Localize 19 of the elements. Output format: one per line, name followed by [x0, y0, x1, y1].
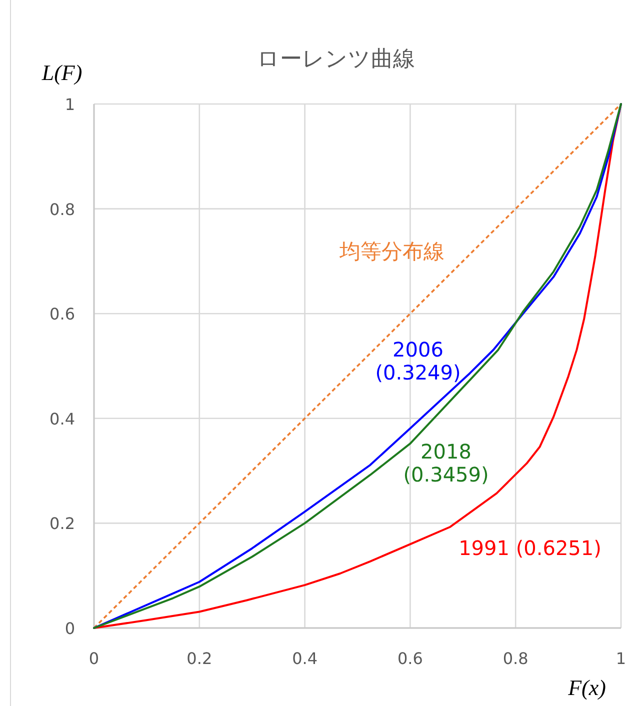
- y-tick-label: 1: [64, 95, 75, 114]
- y-tick-label: 0: [64, 619, 75, 638]
- y-tick-label: 0.8: [50, 200, 75, 219]
- series-label: 1991 (0.6251): [458, 536, 602, 560]
- x-axis-title: F(x): [567, 675, 606, 700]
- x-tick-label: 0: [88, 649, 100, 668]
- series-label: 2018 (0.3459): [403, 440, 489, 487]
- x-tick-label: 0.6: [397, 649, 423, 668]
- x-tick-label: 0.2: [186, 649, 212, 668]
- x-tick-label: 1: [616, 649, 626, 668]
- series-label: 均等分布線: [338, 240, 444, 264]
- series-label: 2006 (0.3249): [375, 338, 461, 385]
- y-tick-label: 0.6: [50, 304, 75, 324]
- y-tick-label: 0.4: [50, 409, 75, 428]
- y-tick-label: 0.2: [50, 514, 75, 534]
- x-tick-label: 0.4: [292, 649, 318, 668]
- x-tick-label: 0.8: [502, 649, 528, 668]
- y-axis-title: L(F): [40, 60, 82, 85]
- chart-title: ローレンツ曲線: [257, 47, 415, 72]
